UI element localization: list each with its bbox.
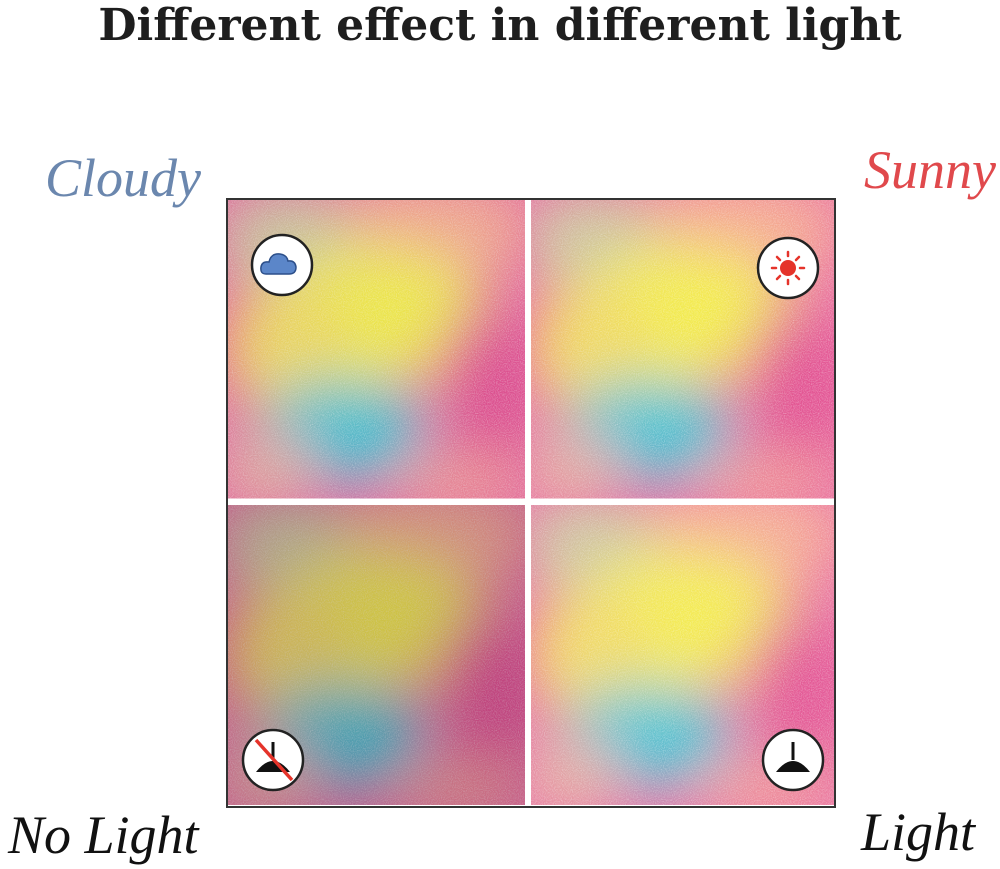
icon-no-lamp: [241, 728, 305, 792]
panel-sunny: [531, 200, 834, 513]
icon-lamp: [761, 728, 825, 792]
icon-cloud: [250, 233, 314, 297]
title: Different effect in different light: [98, 0, 902, 51]
panel-cloudy: [228, 200, 545, 513]
label-no-light: No Light: [7, 805, 201, 865]
icon-sun: [756, 236, 820, 300]
label-light: Light: [860, 802, 977, 862]
label-cloudy: Cloudy: [45, 148, 201, 208]
label-sunny: Sunny: [864, 140, 996, 200]
